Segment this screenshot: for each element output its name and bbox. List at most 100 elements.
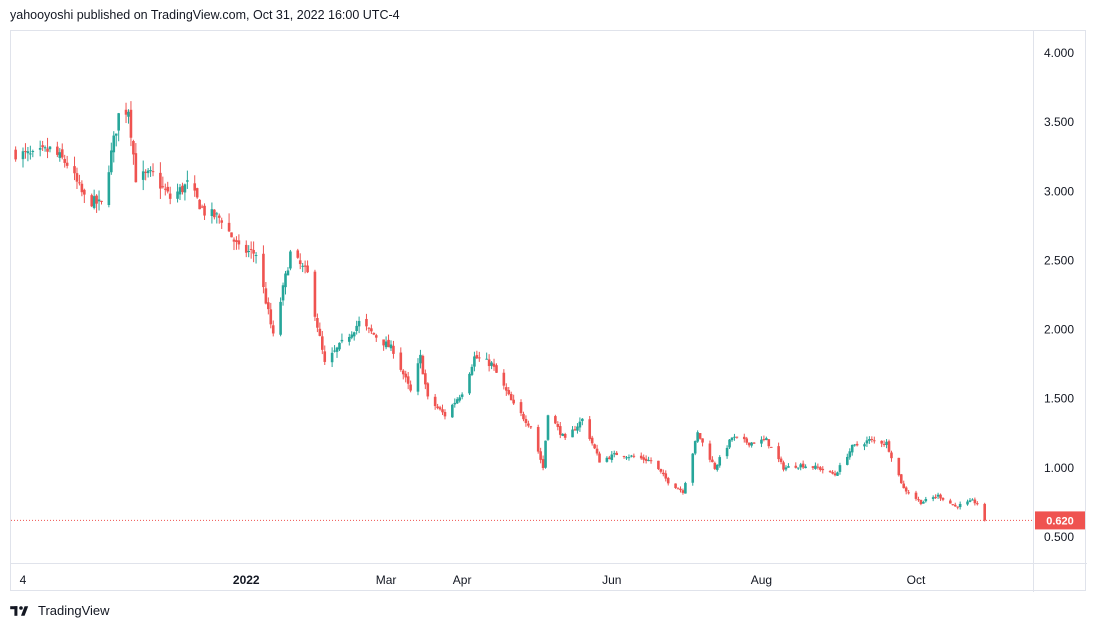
- candle: [715, 464, 719, 472]
- candle: [181, 182, 184, 195]
- candle: [404, 370, 408, 383]
- candle: [679, 486, 682, 493]
- candle: [163, 183, 167, 196]
- candle: [183, 183, 187, 201]
- candle: [571, 426, 574, 438]
- candle: [279, 297, 282, 337]
- candle: [340, 333, 344, 344]
- candle: [939, 493, 942, 501]
- candle: [801, 460, 805, 469]
- candle: [438, 405, 442, 411]
- candle: [536, 424, 540, 454]
- candle: [769, 446, 773, 448]
- candle: [527, 420, 530, 428]
- candle: [828, 470, 832, 473]
- candle: [29, 145, 32, 160]
- candle: [316, 313, 319, 333]
- candle: [519, 399, 523, 417]
- candle: [186, 170, 189, 189]
- candle: [529, 425, 533, 430]
- candle: [247, 245, 251, 258]
- candle: [468, 372, 471, 395]
- candle: [318, 322, 322, 337]
- candle: [522, 411, 525, 422]
- candle: [100, 200, 103, 205]
- candle: [436, 403, 439, 410]
- candle: [554, 414, 557, 425]
- candlestick-chart[interactable]: 0.500 1.000 1.500 2.000 2.500 3.000 3.500 4.000…: [11, 31, 1087, 592]
- candle: [816, 463, 820, 470]
- candle: [718, 455, 722, 468]
- candle: [58, 148, 62, 162]
- candle: [490, 361, 493, 370]
- candle: [149, 166, 152, 177]
- candle: [647, 456, 650, 462]
- candle: [848, 448, 852, 460]
- candle: [458, 394, 461, 403]
- candle: [971, 498, 974, 501]
- candle: [674, 483, 677, 489]
- candle: [605, 456, 609, 463]
- candle: [232, 237, 236, 251]
- candle: [475, 350, 479, 360]
- candle: [357, 316, 361, 334]
- candle: [855, 441, 859, 447]
- candle: [421, 354, 425, 375]
- candles: [14, 101, 986, 522]
- candle: [112, 131, 116, 163]
- candle: [696, 430, 699, 443]
- candle: [97, 190, 101, 211]
- candle: [406, 371, 410, 390]
- candle: [632, 453, 636, 459]
- candle: [416, 358, 420, 396]
- candle: [455, 397, 459, 404]
- chart-frame[interactable]: 0.500 1.000 1.500 2.000 2.500 3.000 3.500 4.000…: [10, 30, 1087, 592]
- candle: [681, 488, 685, 495]
- candle: [573, 425, 577, 431]
- candle: [210, 202, 214, 224]
- candle: [451, 403, 454, 418]
- candle: [213, 209, 216, 220]
- candle: [666, 476, 670, 486]
- candle: [799, 462, 802, 471]
- candle: [581, 418, 584, 426]
- candle: [657, 460, 660, 471]
- candle: [14, 146, 17, 162]
- candle: [973, 497, 977, 506]
- candle: [63, 154, 67, 168]
- candle: [254, 252, 258, 264]
- candle: [215, 211, 219, 224]
- candle: [713, 461, 717, 471]
- candle: [387, 334, 390, 348]
- candle: [936, 492, 940, 499]
- candle: [129, 101, 133, 147]
- candle: [298, 253, 302, 270]
- candle: [330, 347, 334, 368]
- candle: [271, 320, 275, 337]
- candle: [733, 433, 736, 441]
- candle: [159, 162, 162, 199]
- candle: [144, 169, 147, 181]
- candle: [949, 498, 952, 504]
- candle: [541, 455, 545, 471]
- candle: [73, 156, 76, 181]
- price-tick-label: 2.000: [1044, 323, 1074, 337]
- candle: [836, 471, 839, 476]
- candle: [372, 332, 376, 336]
- candle: [443, 409, 447, 420]
- candle: [956, 506, 960, 510]
- tradingview-logo-icon: [10, 605, 29, 616]
- candle: [976, 501, 979, 506]
- candle: [642, 454, 645, 464]
- candle: [141, 160, 145, 191]
- time-tick-label: 4: [20, 573, 27, 587]
- candle: [252, 241, 255, 263]
- candle: [56, 141, 59, 158]
- candle: [365, 313, 368, 331]
- candle: [902, 480, 906, 489]
- candle: [83, 188, 86, 204]
- candle: [914, 490, 918, 501]
- candle: [178, 184, 182, 201]
- candle: [701, 438, 704, 447]
- candle: [161, 176, 165, 189]
